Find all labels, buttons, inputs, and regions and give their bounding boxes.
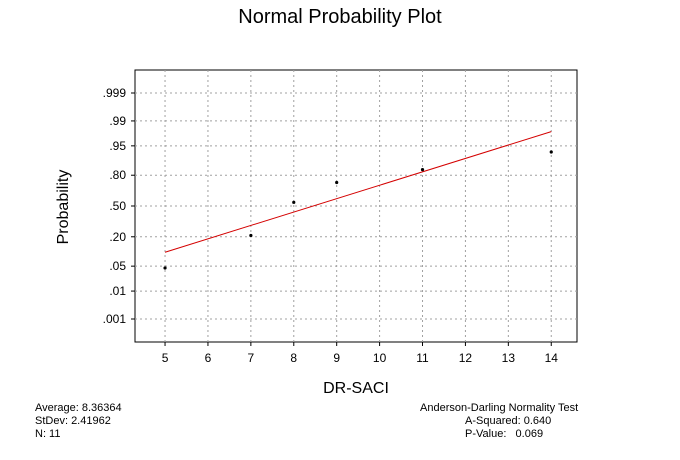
data-point <box>420 168 425 172</box>
x-tick-label: 8 <box>290 351 297 365</box>
x-tick-label: 7 <box>248 351 255 365</box>
data-point <box>249 233 253 238</box>
points-layer <box>163 150 553 270</box>
y-axis-label: Probability <box>55 170 72 245</box>
n-stat: N: 11 <box>35 428 61 440</box>
data-point <box>163 266 167 270</box>
p-value-stat: P-Value: 0.069 <box>465 428 544 440</box>
y-tick-label: .20 <box>109 230 126 244</box>
ticks-layer: 5 6 7 8 9 10 11 12 13 14 .001 .01 .05 .20 .50 .80 .95 .99… <box>103 86 559 365</box>
a-squared-stat: A-Squared: 0.640 <box>465 415 552 427</box>
y-tick-label: .999 <box>103 86 127 100</box>
data-point <box>549 150 553 154</box>
average-stat: Average: 8.36364 <box>35 402 122 414</box>
x-tick-label: 6 <box>205 351 212 365</box>
data-point <box>292 200 296 204</box>
y-tick-label: .80 <box>109 168 126 182</box>
x-tick-label: 10 <box>373 351 387 365</box>
x-axis-label: DR-SACI <box>323 380 389 397</box>
normality-test-stats: Anderson-Darling Normality Test A-Square… <box>420 402 578 441</box>
grid-layer <box>135 70 577 342</box>
y-tick-label: .95 <box>109 139 126 153</box>
x-tick-label: 5 <box>162 351 169 365</box>
chart-title: Normal Probability Plot <box>238 6 442 28</box>
y-tick-label: .99 <box>109 114 126 128</box>
y-tick-label: .05 <box>109 259 126 273</box>
fit-layer <box>164 131 552 253</box>
test-name: Anderson-Darling Normality Test <box>420 402 579 414</box>
x-tick-label: 13 <box>502 351 516 365</box>
x-tick-label: 9 <box>333 351 340 365</box>
x-tick-label: 11 <box>416 351 429 365</box>
y-tick-label: .01 <box>109 284 126 298</box>
x-tick-label: 14 <box>545 351 559 365</box>
y-tick-label: .50 <box>109 199 126 213</box>
summary-stats: Average: 8.36364 StDev: 2.41962 N: 11 <box>35 402 122 441</box>
x-tick-label: 12 <box>459 351 473 365</box>
fitted-line <box>164 131 552 253</box>
stdev-stat: StDev: 2.41962 <box>35 415 111 427</box>
y-tick-label: .001 <box>103 312 127 326</box>
data-point <box>335 180 339 185</box>
